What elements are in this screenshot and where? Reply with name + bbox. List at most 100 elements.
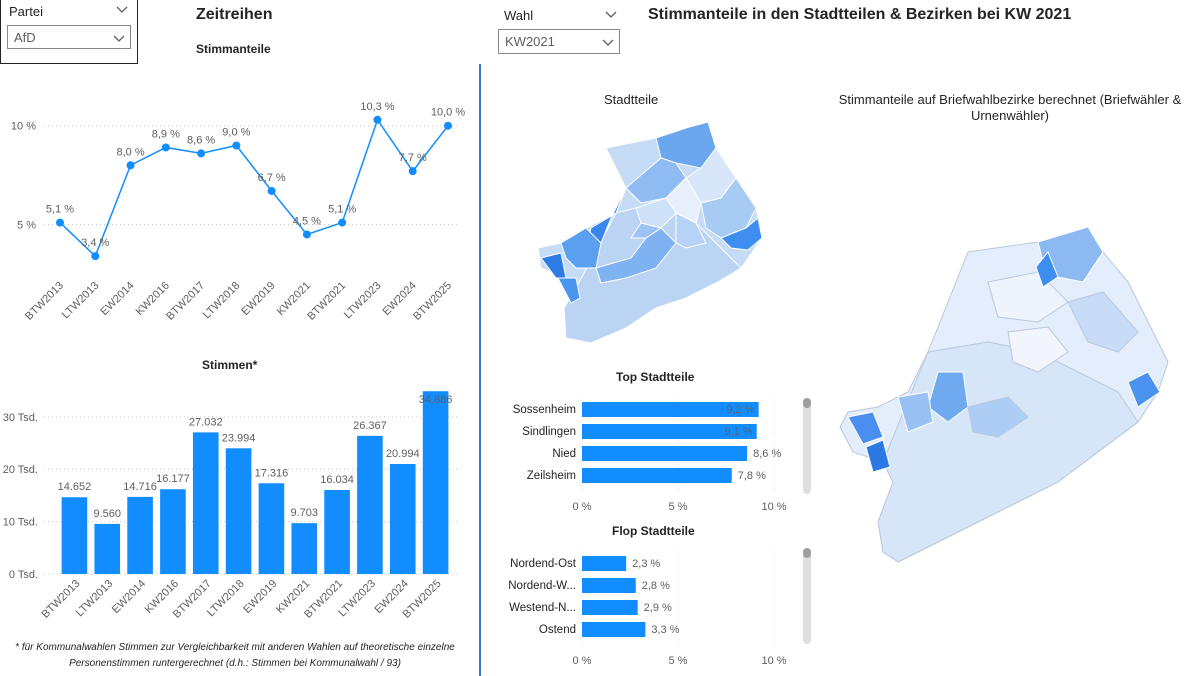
stadtteile-header-title: Stimmanteile in den Stadtteilen & Bezirk… bbox=[648, 6, 1072, 23]
data-label: 34.886 bbox=[419, 394, 453, 406]
data-label: 8,9 % bbox=[152, 128, 180, 140]
data-label: 26.367 bbox=[353, 420, 387, 432]
x-tick-label: EW2019 bbox=[239, 280, 277, 318]
data-label: 20.994 bbox=[386, 448, 420, 460]
bar bbox=[582, 424, 757, 439]
top-scrollbar-thumb[interactable] bbox=[803, 398, 811, 408]
x-tick-label: EW2014 bbox=[110, 578, 148, 616]
x-tick-label: 10 % bbox=[761, 501, 786, 513]
category-label: Sindlingen bbox=[522, 426, 576, 438]
data-label: 14.652 bbox=[58, 481, 92, 493]
bar bbox=[582, 600, 638, 615]
data-label: 3,3 % bbox=[651, 624, 679, 636]
bar bbox=[582, 622, 646, 637]
map2-title: Stimmanteile auf Briefwahlbezirke berech… bbox=[820, 92, 1200, 124]
section-divider bbox=[479, 64, 481, 676]
bar bbox=[582, 556, 627, 571]
data-label: 5,1 % bbox=[328, 204, 356, 216]
x-tick-label: BTW2025 bbox=[411, 280, 454, 323]
data-label: 8,0 % bbox=[116, 146, 144, 158]
data-label: 8,6 % bbox=[753, 448, 781, 460]
bar bbox=[389, 464, 416, 574]
bar bbox=[61, 497, 88, 574]
data-label: 16.034 bbox=[320, 474, 354, 486]
flop-scrollbar[interactable] bbox=[803, 548, 811, 644]
x-tick-label: 10 % bbox=[761, 655, 786, 667]
data-point bbox=[232, 141, 241, 150]
x-tick-label: 0 % bbox=[573, 501, 592, 513]
map1-title: Stadtteile bbox=[604, 92, 659, 107]
data-label: 9,0 % bbox=[222, 126, 250, 138]
data-point bbox=[267, 186, 276, 195]
x-tick-label: BTW2017 bbox=[164, 280, 207, 323]
flop-scrollbar-thumb[interactable] bbox=[803, 548, 811, 558]
category-label: Zeilsheim bbox=[527, 470, 576, 482]
partei-dropdown[interactable]: AfD bbox=[7, 25, 131, 49]
bar bbox=[582, 578, 636, 593]
x-tick-label: LTW2023 bbox=[342, 280, 384, 322]
data-label: 2,9 % bbox=[644, 602, 672, 614]
data-label: 7,7 % bbox=[399, 152, 427, 164]
x-tick-label: 5 % bbox=[669, 655, 688, 667]
data-label: 6,7 % bbox=[258, 172, 286, 184]
x-tick-label: LTW2013 bbox=[60, 280, 102, 322]
bar bbox=[192, 432, 219, 574]
wahl-dropdown-value: KW2021 bbox=[505, 34, 555, 49]
x-tick-label: 0 % bbox=[573, 655, 592, 667]
data-label: 2,8 % bbox=[642, 580, 670, 592]
data-point bbox=[373, 115, 382, 124]
stimmanteile-line-chart: 5 % 10 % 5,1 % 3,4 % 8,0 % 8,9 % 8,6 % 9,0 % 6,7… bbox=[11, 101, 465, 323]
category-label: Ostend bbox=[539, 624, 576, 636]
footnote-line-2: Personenstimmen runtergerechnet (d.h.: S… bbox=[69, 658, 401, 669]
category-label: Nied bbox=[552, 448, 576, 460]
data-label: 5,1 % bbox=[46, 204, 74, 216]
x-tick-label: 5 % bbox=[669, 501, 688, 513]
data-label: 9.560 bbox=[93, 508, 121, 520]
stimmen-bar-chart: 0 Tsd.10 Tsd.20 Tsd.30 Tsd.14.652BTW2013… bbox=[3, 391, 460, 621]
bar bbox=[582, 446, 748, 461]
stadtteile-choropleth-map[interactable] bbox=[536, 118, 796, 348]
y-tick-label: 10 Tsd. bbox=[3, 517, 38, 529]
x-tick-label: BTW2021 bbox=[305, 280, 348, 323]
chevron-down-icon[interactable] bbox=[115, 4, 129, 14]
x-tick-label: EW2019 bbox=[241, 578, 279, 616]
data-label: 10,0 % bbox=[431, 107, 465, 119]
data-label: 23.994 bbox=[222, 432, 256, 444]
data-label: 7,8 % bbox=[738, 470, 766, 482]
line-chart-title: Stimmanteile bbox=[196, 42, 271, 56]
top-scrollbar[interactable] bbox=[803, 398, 811, 494]
y-tick-label: 30 Tsd. bbox=[3, 412, 38, 424]
bar bbox=[324, 489, 350, 574]
flop-stadtteile-title: Flop Stadtteile bbox=[612, 524, 695, 538]
flop-stadtteile-bar-chart: 0 % 5 % 10 % Nordend-Ost 2,3 % Nordend-W... 2,… bbox=[508, 550, 787, 667]
bar bbox=[582, 402, 759, 417]
data-label: 9,1 % bbox=[725, 426, 753, 438]
data-point bbox=[161, 143, 170, 152]
data-label: 27.032 bbox=[189, 416, 223, 428]
data-point bbox=[302, 230, 311, 239]
wahl-dropdown[interactable]: KW2021 bbox=[498, 29, 620, 54]
bar bbox=[291, 523, 318, 574]
data-label: 4,5 % bbox=[293, 215, 321, 227]
top-stadtteile-bar-chart: 0 % 5 % 10 % Sossenheim 9,2 % Sindlingen 9,1 %… bbox=[513, 396, 787, 513]
data-point bbox=[408, 167, 417, 176]
wahl-slicer-label: Wahl bbox=[504, 8, 534, 23]
chevron-down-icon bbox=[113, 35, 125, 42]
data-label: 2,3 % bbox=[632, 558, 660, 570]
data-label: 16.177 bbox=[156, 473, 190, 485]
partei-slicer-label: Partei bbox=[9, 4, 43, 19]
data-label: 9.703 bbox=[290, 507, 318, 519]
y-tick-label: 0 Tsd. bbox=[9, 569, 38, 581]
data-point bbox=[197, 149, 206, 158]
bar bbox=[357, 435, 383, 574]
bar bbox=[582, 468, 732, 483]
bar bbox=[160, 489, 186, 574]
top-stadtteile-title: Top Stadtteile bbox=[616, 370, 695, 384]
data-label: 14.716 bbox=[123, 481, 157, 493]
briefwahlbezirke-choropleth-map[interactable] bbox=[838, 222, 1198, 572]
x-tick-label: LTW2018 bbox=[201, 280, 243, 322]
chevron-down-icon[interactable] bbox=[604, 9, 618, 19]
category-label: Westend-N... bbox=[509, 602, 576, 614]
series-line bbox=[59, 118, 449, 258]
bar-chart-title: Stimmen* bbox=[202, 358, 258, 372]
